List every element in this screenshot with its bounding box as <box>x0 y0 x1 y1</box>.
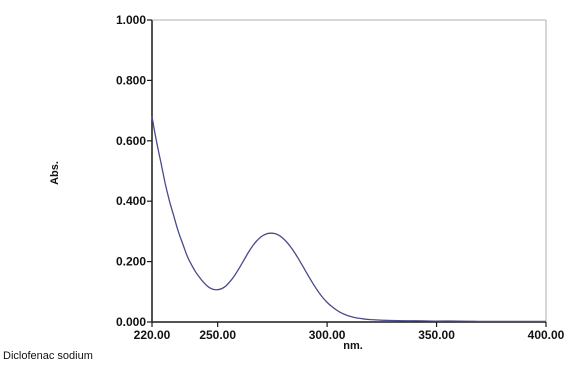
y-tick-label: 0.200 <box>116 255 146 269</box>
x-tick-label: 220.00 <box>134 328 171 342</box>
chart-caption: Diclofenac sodium <box>3 350 93 362</box>
y-tick-label: 1.000 <box>116 13 146 27</box>
x-tick-label: 300.00 <box>309 328 346 342</box>
x-axis-title: nm. <box>343 340 363 352</box>
y-tick-label: 0.600 <box>116 134 146 148</box>
y-axis-ticks: 0.000 0.200 0.400 0.600 0.800 1.000 <box>116 13 152 329</box>
x-tick-label: 400.00 <box>528 328 565 342</box>
x-tick-label: 250.00 <box>199 328 236 342</box>
y-tick-label: 0.000 <box>116 315 146 329</box>
plot-frame <box>151 19 547 323</box>
y-tick-label: 0.800 <box>116 73 146 87</box>
x-axis-ticks: 220.00 250.00 300.00 350.00 400.00 <box>134 322 565 342</box>
absorbance-series-line <box>151 116 546 323</box>
y-axis-title: Abs. <box>49 161 61 185</box>
x-tick-label: 350.00 <box>418 328 455 342</box>
y-tick-label: 0.400 <box>116 194 146 208</box>
